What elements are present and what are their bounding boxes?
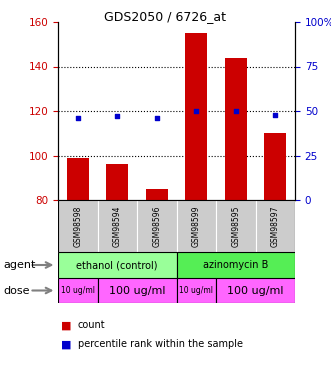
Text: GDS2050 / 6726_at: GDS2050 / 6726_at: [105, 10, 226, 23]
Bar: [176, 200, 216, 252]
Bar: [58, 278, 98, 303]
Text: count: count: [78, 321, 106, 330]
Bar: [58, 252, 176, 278]
Point: [75, 115, 80, 121]
Text: ■: ■: [61, 339, 72, 349]
Bar: [98, 278, 176, 303]
Text: 10 ug/ml: 10 ug/ml: [179, 286, 213, 295]
Point: [194, 108, 199, 114]
Bar: [176, 252, 295, 278]
Bar: [216, 278, 295, 303]
Bar: [67, 158, 89, 200]
Text: ethanol (control): ethanol (control): [76, 260, 158, 270]
Bar: [176, 278, 216, 303]
Text: agent: agent: [3, 260, 36, 270]
Bar: [185, 33, 207, 200]
Text: dose: dose: [3, 285, 30, 296]
Text: GSM98597: GSM98597: [271, 205, 280, 247]
Text: GSM98595: GSM98595: [231, 205, 240, 247]
Text: 100 ug/ml: 100 ug/ml: [109, 285, 165, 296]
Bar: [58, 200, 98, 252]
Point: [273, 111, 278, 117]
Text: 100 ug/ml: 100 ug/ml: [227, 285, 284, 296]
Bar: [137, 200, 176, 252]
Point: [233, 108, 238, 114]
Text: GSM98599: GSM98599: [192, 205, 201, 247]
Bar: [146, 189, 167, 200]
Text: GSM98598: GSM98598: [73, 206, 82, 247]
Text: 10 ug/ml: 10 ug/ml: [61, 286, 95, 295]
Text: GSM98594: GSM98594: [113, 205, 122, 247]
Point: [115, 113, 120, 119]
Bar: [225, 58, 247, 200]
Bar: [256, 200, 295, 252]
Text: azinomycin B: azinomycin B: [203, 260, 268, 270]
Bar: [106, 164, 128, 200]
Text: percentile rank within the sample: percentile rank within the sample: [78, 339, 243, 349]
Bar: [216, 200, 256, 252]
Bar: [98, 200, 137, 252]
Point: [154, 115, 160, 121]
Text: GSM98596: GSM98596: [152, 205, 161, 247]
Bar: [264, 133, 286, 200]
Text: ■: ■: [61, 321, 72, 330]
